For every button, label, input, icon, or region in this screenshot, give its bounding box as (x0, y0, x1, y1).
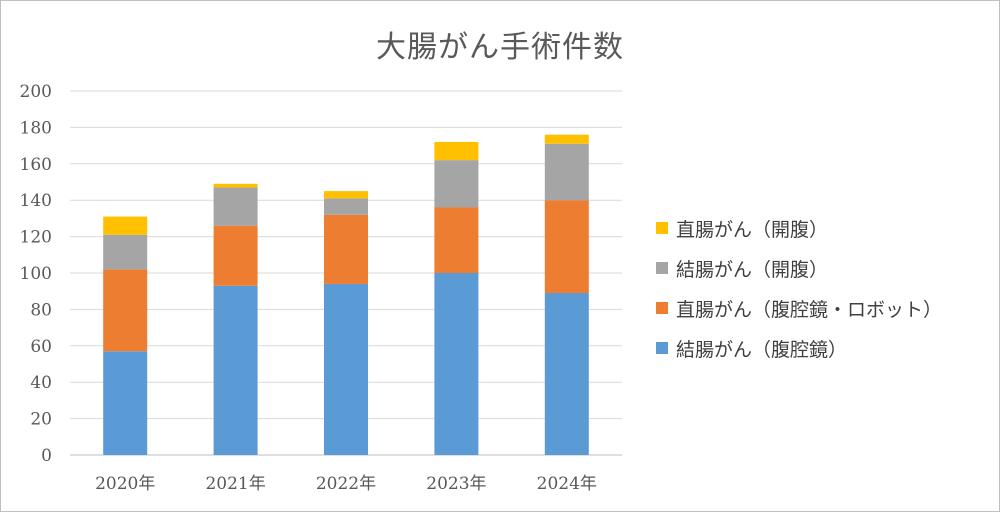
bar-segment (324, 198, 368, 215)
bar-segment (544, 293, 589, 455)
bar-segment (103, 234, 148, 270)
bar-segment (434, 160, 479, 208)
x-tick-label: 2023年 (426, 474, 486, 494)
legend-item: 直腸がん（腹腔鏡・ロボット） (656, 288, 942, 328)
legend-swatch (656, 262, 668, 274)
bar-segment (103, 351, 148, 455)
bar-segment (213, 187, 258, 226)
bar-segment (324, 283, 368, 455)
legend-swatch (656, 342, 668, 354)
legend-item: 結腸がん（腹腔鏡） (656, 328, 942, 368)
y-tick-label: 100 (20, 264, 52, 284)
bar-segment (434, 273, 479, 455)
bar-segment (103, 216, 148, 235)
y-tick-label: 80 (30, 300, 52, 320)
bar-segment (324, 191, 368, 199)
legend-label: 直腸がん（腹腔鏡・ロボット） (676, 298, 943, 321)
bar-segment (434, 141, 479, 161)
bar-segment (103, 269, 148, 352)
legend-swatch (656, 302, 668, 314)
y-tick-label: 0 (41, 446, 52, 466)
y-tick-label: 120 (20, 228, 52, 248)
legend-item: 直腸がん（開腹） (656, 208, 942, 248)
bar-segment (544, 200, 589, 294)
bar-segment (544, 143, 589, 201)
bar-segment (213, 183, 258, 188)
legend-label: 結腸がん（腹腔鏡） (676, 338, 848, 361)
bar-segment (324, 214, 368, 284)
chart-legend: 直腸がん（開腹） 結腸がん（開腹） 直腸がん（腹腔鏡・ロボット） 結腸がん（腹腔鏡） (656, 208, 942, 368)
y-tick-label: 200 (20, 82, 52, 102)
x-tick-label: 2021年 (205, 474, 265, 494)
x-tick-label: 2022年 (316, 474, 376, 494)
y-tick-label: 20 (30, 410, 52, 430)
bar-segment (213, 225, 258, 286)
legend-label: 直腸がん（開腹） (676, 218, 829, 241)
y-tick-label: 140 (20, 191, 52, 211)
y-tick-label: 60 (30, 337, 52, 357)
y-tick-label: 40 (30, 373, 52, 393)
y-tick-label: 160 (20, 155, 52, 175)
legend-item: 結腸がん（開腹） (656, 248, 942, 288)
legend-swatch (656, 222, 668, 234)
legend-label: 結腸がん（開腹） (676, 258, 829, 281)
x-tick-label: 2024年 (537, 474, 597, 494)
x-tick-label: 2020年 (95, 474, 155, 494)
y-tick-label: 180 (20, 118, 52, 138)
bar-segment (213, 285, 258, 455)
chart-title: 大腸がん手術件数 (376, 30, 624, 65)
bar-segment (544, 134, 589, 144)
bar-segment (434, 207, 479, 273)
